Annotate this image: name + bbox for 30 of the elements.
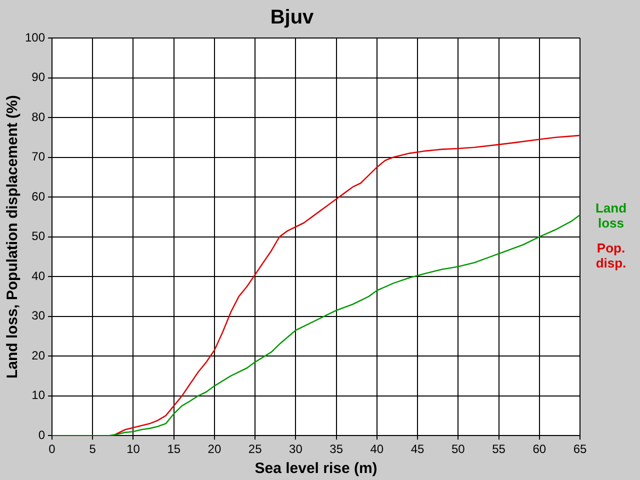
- chart-title: Bjuv: [270, 6, 315, 29]
- x-tick-label: 50: [451, 442, 466, 456]
- x-tick-label: 40: [370, 442, 384, 456]
- x-tick-label: 45: [410, 442, 425, 456]
- series-label: Land loss: [595, 200, 627, 231]
- x-tick-label: 25: [248, 442, 262, 456]
- x-tick-label: 55: [492, 442, 506, 456]
- x-tick-label: 30: [289, 442, 303, 456]
- y-tick-label: 50: [32, 229, 46, 244]
- y-tick-label: 40: [32, 268, 46, 283]
- y-tick-label: 20: [32, 348, 46, 362]
- x-tick-label: 20: [208, 442, 222, 456]
- y-tick-label: 60: [32, 189, 46, 204]
- y-tick-label: 30: [32, 308, 46, 323]
- x-tick-label: 0: [48, 442, 56, 456]
- x-tick-label: 10: [126, 442, 140, 456]
- y-tick-label: 10: [32, 388, 46, 402]
- x-tick-label: 65: [573, 442, 587, 456]
- text: Pop. disp.: [596, 240, 626, 271]
- x-axis-title: Sea level rise (m): [254, 460, 378, 478]
- y-axis-title: Land loss, Population displacement (%): [4, 95, 22, 378]
- y-tick-label: 80: [32, 110, 46, 124]
- x-tick-label: 35: [330, 442, 344, 456]
- x-tick-label: 60: [532, 442, 546, 456]
- y-tick-label: 90: [32, 70, 46, 84]
- x-tick-label: 5: [89, 442, 96, 456]
- y-tick-label: 70: [32, 150, 46, 164]
- x-tick-label: 15: [167, 442, 181, 456]
- y-tick-label: 0: [38, 428, 46, 442]
- y-tick-label: 100: [24, 30, 46, 44]
